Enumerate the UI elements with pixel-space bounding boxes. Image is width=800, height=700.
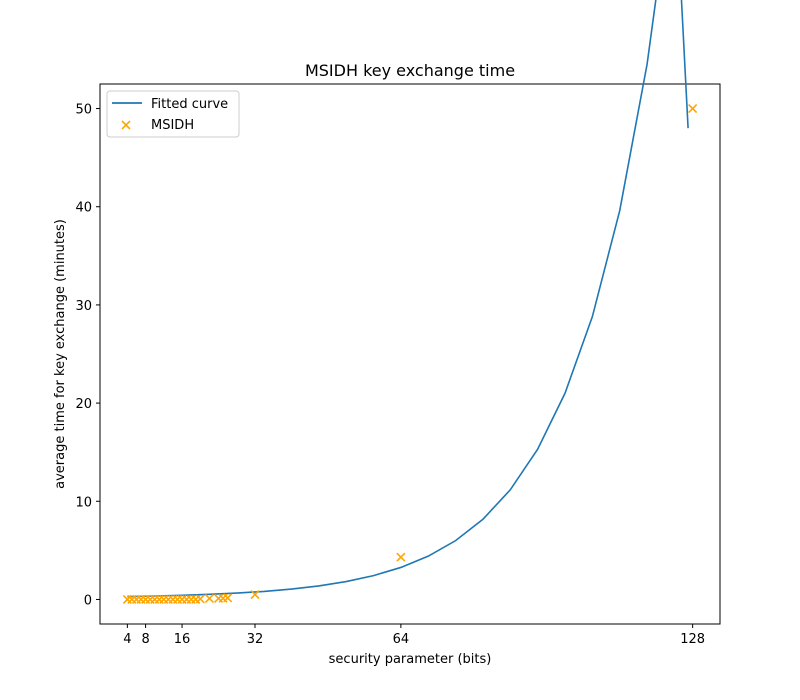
plot-frame bbox=[99, 83, 721, 625]
y-tick-label: 20 bbox=[75, 397, 92, 412]
legend-entry-msidh: MSIDH bbox=[151, 118, 194, 133]
legend-marker-swatch bbox=[121, 120, 131, 130]
y-axis-ticks: 0 10 20 30 40 50 bbox=[75, 103, 100, 608]
x-tick-label: 4 bbox=[123, 632, 131, 647]
msidh-point bbox=[204, 593, 214, 604]
legend: Fitted curve MSIDH bbox=[106, 90, 240, 138]
x-axis-label: security parameter (bits) bbox=[329, 652, 492, 667]
y-tick-label: 40 bbox=[75, 201, 92, 216]
msidh-point bbox=[195, 594, 205, 604]
x-tick-label: 16 bbox=[174, 632, 191, 647]
msidh-point bbox=[396, 552, 406, 562]
y-tick-label: 0 bbox=[84, 593, 92, 608]
x-tick-label: 32 bbox=[247, 632, 264, 647]
fitted-curve-line bbox=[127, 0, 689, 598]
x-axis-ticks: 4 8 16 32 64 128 bbox=[123, 624, 705, 647]
y-tick-label: 10 bbox=[75, 495, 92, 510]
y-axis-label: average time for key exchange (minutes) bbox=[53, 219, 68, 489]
y-tick-label: 50 bbox=[75, 103, 92, 118]
msidh-point bbox=[688, 103, 698, 114]
chart-title: MSIDH key exchange time bbox=[305, 61, 515, 80]
x-tick-label: 64 bbox=[393, 632, 410, 647]
msidh-point bbox=[223, 593, 233, 603]
legend-entry-fitted-curve: Fitted curve bbox=[151, 97, 228, 112]
y-tick-label: 30 bbox=[75, 299, 92, 314]
x-tick-label: 8 bbox=[141, 632, 149, 647]
plot-content bbox=[122, 0, 698, 605]
msidh-point bbox=[250, 589, 260, 600]
x-tick-label: 128 bbox=[680, 632, 705, 647]
